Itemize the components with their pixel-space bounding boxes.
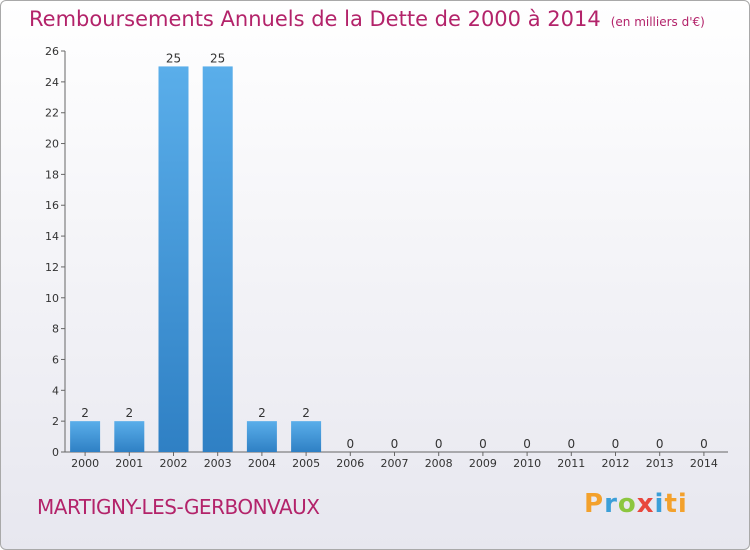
bar-value-label: 25 xyxy=(210,51,225,65)
bar-value-label: 0 xyxy=(700,437,708,451)
x-tick-label: 2003 xyxy=(204,457,232,470)
y-tick-label: 12 xyxy=(45,261,59,274)
bar xyxy=(246,421,277,452)
bar-value-label: 0 xyxy=(567,437,575,451)
y-tick-label: 18 xyxy=(45,168,59,181)
value-labels: 2 2 25 25 2 2 0 0 0 0 0 0 0 0 0 xyxy=(81,51,707,451)
x-tick-label: 2007 xyxy=(381,457,409,470)
chart-title: Remboursements Annuels de la Dette de 20… xyxy=(29,7,705,31)
x-tick-label: 2012 xyxy=(602,457,630,470)
bar xyxy=(70,421,101,452)
proxiti-logo: Proxiti xyxy=(584,489,688,519)
bar-value-label: 0 xyxy=(656,437,664,451)
bar xyxy=(158,66,189,452)
x-tick-label: 2013 xyxy=(646,457,674,470)
y-tick-label: 20 xyxy=(45,138,59,151)
y-tick-label: 2 xyxy=(52,415,59,428)
bar-value-label: 2 xyxy=(125,406,133,420)
y-tick-label: 26 xyxy=(45,45,59,58)
chart-subtitle: (en milliers d'€) xyxy=(610,15,705,29)
bar-value-label: 2 xyxy=(302,406,310,420)
y-tick-label: 24 xyxy=(45,76,59,89)
bar-value-label: 2 xyxy=(258,406,266,420)
bar xyxy=(291,421,322,452)
y-tick-label: 22 xyxy=(45,107,59,120)
x-tick-label: 2011 xyxy=(557,457,585,470)
bars xyxy=(70,66,322,452)
y-tick-label: 8 xyxy=(52,323,59,336)
bar-value-label: 25 xyxy=(166,51,181,65)
y-tick-label: 0 xyxy=(52,446,59,459)
x-tick-label: 2006 xyxy=(336,457,364,470)
bar xyxy=(202,66,233,452)
x-tick-label: 2002 xyxy=(160,457,188,470)
x-tick-label: 2014 xyxy=(690,457,718,470)
bar-value-label: 0 xyxy=(479,437,487,451)
x-tick-label: 2001 xyxy=(115,457,143,470)
bar-value-label: 0 xyxy=(523,437,531,451)
y-tick-label: 6 xyxy=(52,353,59,366)
x-tick-label: 2010 xyxy=(513,457,541,470)
bar-value-label: 2 xyxy=(81,406,89,420)
bar-value-label: 0 xyxy=(435,437,443,451)
x-tick-label: 2000 xyxy=(71,457,99,470)
x-tick-label: 2004 xyxy=(248,457,276,470)
y-tick-label: 4 xyxy=(52,384,59,397)
bar-value-label: 0 xyxy=(612,437,620,451)
y-tick-label: 14 xyxy=(45,230,59,243)
bar-value-label: 0 xyxy=(391,437,399,451)
x-tick-label: 2005 xyxy=(292,457,320,470)
bar xyxy=(114,421,145,452)
y-tick-label: 16 xyxy=(45,199,59,212)
x-tick-label: 2009 xyxy=(469,457,497,470)
y-tick-label: 10 xyxy=(45,292,59,305)
town-name: MARTIGNY-LES-GERBONVAUX xyxy=(37,495,320,519)
bar-value-label: 0 xyxy=(346,437,354,451)
x-tick-label: 2008 xyxy=(425,457,453,470)
